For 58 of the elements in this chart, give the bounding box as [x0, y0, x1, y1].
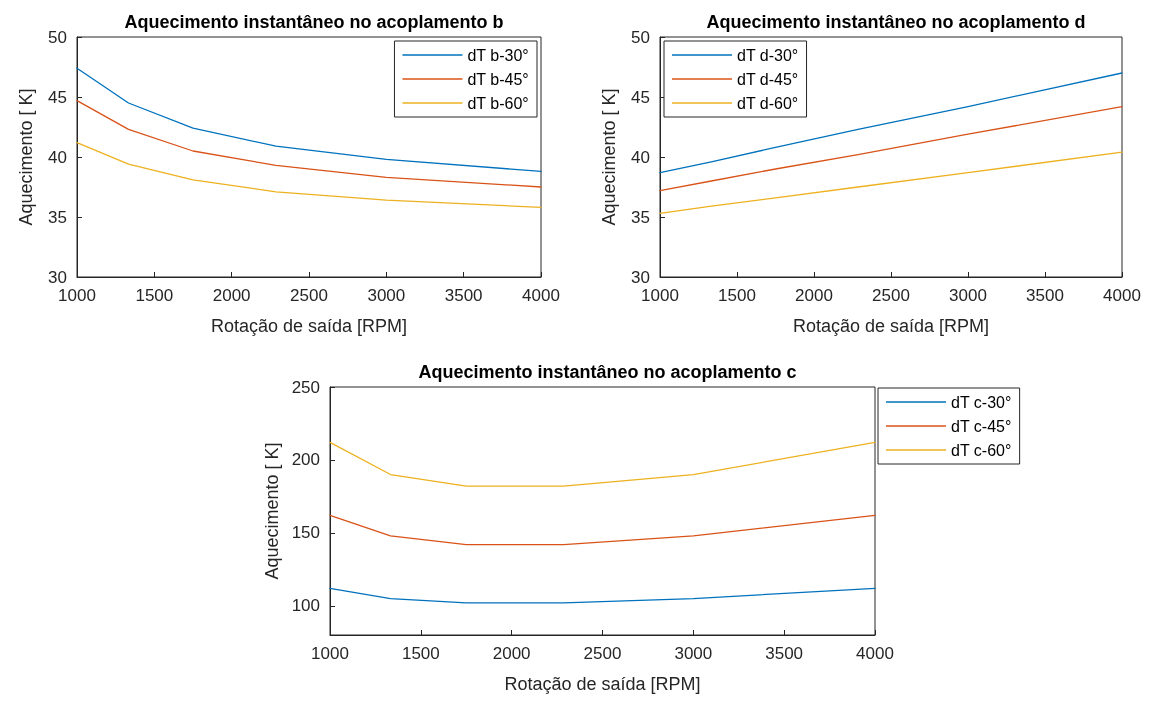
line-series: [76, 99, 542, 188]
x-tick-label: 1500: [718, 286, 756, 305]
x-tick-label: 3500: [444, 286, 483, 305]
x-tick-label: 4000: [1103, 286, 1141, 305]
y-tick-label: 200: [291, 450, 320, 470]
y-tick-label: 35: [48, 207, 67, 227]
y-tick-label: 50: [631, 27, 650, 47]
x-tick-label: 3000: [674, 644, 713, 663]
y-tick-label: 30: [48, 267, 67, 287]
legend-label: dT b-60°: [467, 94, 529, 112]
legend-label: dT c-30°: [951, 393, 1012, 411]
y-tick-label: 40: [631, 147, 650, 167]
legend-label: dT d-30°: [737, 46, 799, 64]
line-series: [659, 72, 1123, 174]
x-tick-label: 1500: [135, 286, 174, 305]
y-axis-title: Aquecimento [ K]: [599, 88, 619, 226]
x-axis-title: Rotação de saída [RPM]: [504, 674, 701, 694]
y-axis-title: Aquecimento [ K]: [16, 88, 36, 226]
x-tick-label: 1000: [311, 644, 349, 663]
legend-label: dT d-45°: [737, 70, 799, 88]
x-tick-label: 2500: [583, 644, 622, 663]
line-series: [76, 141, 542, 209]
y-tick-label: 30: [631, 267, 650, 287]
legend-label: dT d-60°: [737, 94, 799, 112]
line-series: [659, 151, 1123, 215]
y-tick-label: 50: [48, 27, 67, 47]
y-tick-label: 150: [291, 523, 320, 543]
chart-title: Aquecimento instantâneo no acoplamento d: [706, 12, 1086, 32]
x-axis-title: Rotação de saída [RPM]: [792, 316, 990, 336]
x-tick-label: 1500: [401, 644, 440, 663]
y-tick-label: 35: [631, 207, 650, 227]
legend-label: dT b-30°: [467, 46, 529, 64]
x-tick-label: 2500: [290, 286, 328, 305]
x-tick-label: 2000: [795, 286, 833, 305]
chart-title: Aquecimento instantâneo no acoplamento c: [418, 362, 797, 382]
y-tick-label: 250: [291, 377, 320, 397]
x-tick-label: 3000: [949, 286, 987, 305]
x-tick-label: 4000: [522, 286, 560, 305]
x-tick-label: 3500: [1026, 286, 1064, 305]
x-tick-label: 2000: [212, 286, 251, 305]
x-axis-title: Rotação de saída [RPM]: [210, 316, 408, 336]
x-tick-label: 1000: [641, 286, 679, 305]
legend-label: dT c-45°: [951, 417, 1012, 435]
x-tick-label: 3000: [367, 286, 406, 305]
y-tick-label: 45: [631, 87, 650, 107]
legend-label: dT b-45°: [467, 70, 529, 88]
legend-label: dT c-60°: [951, 441, 1012, 459]
x-tick-label: 4000: [856, 644, 894, 663]
x-tick-label: 1000: [58, 286, 96, 305]
line-series: [76, 67, 542, 173]
chart-title: Aquecimento instantâneo no acoplamento b: [124, 12, 504, 32]
y-tick-label: 40: [48, 147, 67, 167]
x-tick-label: 2500: [872, 286, 910, 305]
x-tick-label: 3500: [765, 644, 804, 663]
y-tick-label: 100: [291, 596, 320, 616]
y-tick-label: 45: [48, 87, 67, 107]
x-tick-label: 2000: [492, 644, 531, 663]
y-axis-title: Aquecimento [ K]: [261, 442, 282, 580]
